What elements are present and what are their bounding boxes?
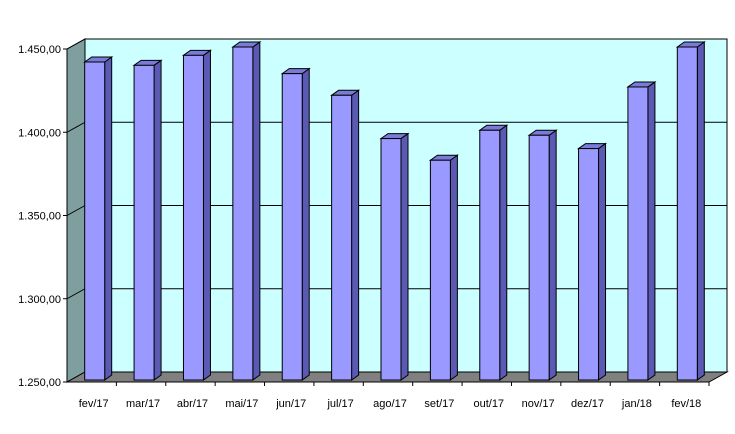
bar-side (252, 41, 261, 381)
x-tick-label: nov/17 (522, 398, 555, 410)
bar-side (598, 142, 607, 381)
x-tick-label: ago/17 (373, 398, 407, 410)
bar-front (232, 46, 254, 381)
bar (675, 41, 706, 381)
bar-front (528, 134, 550, 381)
bar-side (153, 59, 162, 381)
bar (527, 129, 558, 381)
bar (181, 49, 213, 381)
x-tick-label: out/17 (473, 398, 504, 410)
bar (231, 41, 262, 381)
bar (83, 56, 114, 381)
bar-front (676, 46, 698, 381)
bar-side (449, 154, 458, 381)
x-tick-label: jun/17 (275, 398, 306, 410)
bar-front (182, 54, 204, 381)
y-tick-label: 1.450,00 (18, 44, 61, 56)
bar-front (281, 73, 303, 381)
bar-side (104, 56, 113, 381)
bar (428, 154, 459, 381)
y-axis-ticks: 1.250,00 1.300,00 1.350,00 1.400,00 1.450,00 (18, 44, 67, 389)
x-tick-label: dez/17 (571, 398, 604, 410)
gridline-side (66, 205, 86, 216)
bar (379, 132, 410, 381)
y-tick-label: 1.350,00 (18, 211, 61, 223)
bar-front (133, 64, 155, 381)
x-tick-label: mai/17 (225, 398, 258, 410)
bar-front (479, 129, 501, 381)
bar-side (351, 89, 360, 381)
bar (330, 89, 361, 381)
bar-front (380, 138, 402, 381)
bar (132, 59, 163, 381)
bar-side (202, 49, 211, 381)
bar-side (400, 132, 409, 381)
x-tick-label: set/17 (424, 398, 454, 410)
x-axis-ticks: fev/17 mar/17 abr/17 mai/17 jun/17 jul/17 ago/… (79, 382, 710, 410)
y-tick-label: 1.250,00 (18, 377, 61, 389)
bar-front (429, 159, 451, 381)
bar-front (84, 61, 106, 381)
bar-side (647, 80, 656, 381)
gridline-side (66, 121, 86, 133)
gridline-side (66, 288, 86, 300)
bar-side (301, 67, 310, 381)
x-tick-label: abr/17 (177, 398, 208, 410)
bar-side (548, 129, 557, 381)
bar (280, 67, 311, 381)
x-tick-label: fev/18 (671, 398, 701, 410)
x-tick-label: jan/18 (621, 398, 652, 410)
bar-side (499, 124, 508, 381)
bar-side (696, 41, 705, 381)
chart-bars (83, 41, 706, 381)
bar (626, 80, 657, 381)
gridline-side (66, 38, 86, 50)
y-tick-label: 1.400,00 (18, 127, 61, 139)
bar (478, 124, 509, 381)
bar (576, 142, 608, 381)
x-tick-label: fev/17 (79, 398, 109, 410)
bar-front (578, 148, 600, 381)
x-tick-label: jul/17 (326, 398, 353, 410)
y-tick-label: 1.300,00 (18, 294, 61, 306)
bar-front (627, 86, 649, 381)
bar-front (331, 94, 353, 381)
x-tick-label: mar/17 (126, 398, 160, 410)
